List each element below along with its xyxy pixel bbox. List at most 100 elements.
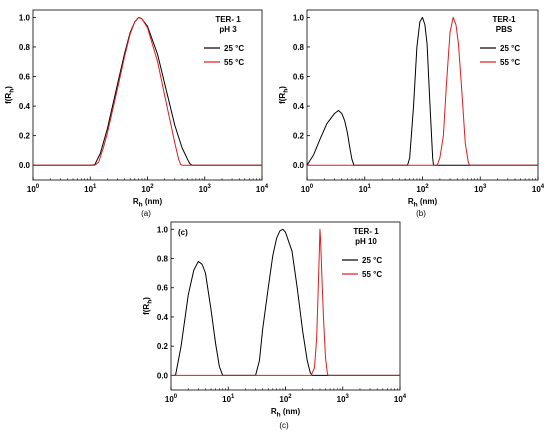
y-axis-title-main: f(R: [4, 93, 13, 104]
y-tick-label: 1.0: [19, 13, 31, 22]
x-tick-label: 101: [84, 184, 97, 194]
x-axis-title-unit: (nm): [143, 197, 163, 206]
y-tick-label: 1.0: [157, 225, 169, 234]
x-tick-exponent: 2: [425, 184, 429, 190]
y-tick-label: 1.0: [293, 13, 305, 22]
x-tick-label: 103: [337, 394, 350, 404]
x-tick-label: 101: [222, 394, 235, 404]
x-axis-title: Rh (nm): [408, 197, 438, 209]
x-tick-label: 104: [394, 394, 407, 404]
x-tick-exponent: 3: [208, 184, 212, 190]
x-tick-label: 104: [256, 184, 269, 194]
x-axis-title-subscript: h: [139, 202, 143, 209]
x-tick-label: 100: [165, 394, 178, 404]
series-line-25C: [33, 16, 262, 166]
y-tick-label: 0.4: [293, 102, 305, 111]
y-axis-title: f(Rh): [4, 86, 16, 104]
x-tick-exponent: 0: [36, 184, 40, 190]
y-tick-label: 0.8: [19, 43, 31, 52]
x-axis-title-main: R: [133, 197, 139, 206]
x-axis-title-main: R: [408, 197, 414, 206]
legend-label: 55 °C: [362, 270, 382, 279]
x-tick-label: 101: [359, 184, 372, 194]
x-tick-exponent: 1: [93, 184, 97, 190]
sample-label: TER- 1: [215, 15, 241, 24]
series-line-55C: [307, 16, 538, 166]
x-tick-label: 103: [474, 184, 487, 194]
x-tick-exponent: 0: [310, 184, 314, 190]
legend-label: 25 °C: [224, 44, 244, 53]
x-tick-label: 102: [141, 184, 154, 194]
x-tick-base: 10: [394, 395, 403, 404]
x-tick-exponent: 0: [174, 394, 178, 400]
x-tick-exponent: 2: [288, 394, 292, 400]
y-axis-title-main: f(R: [142, 304, 151, 315]
y-tick-label: 0.8: [157, 255, 169, 264]
y-tick-label: 0.0: [293, 161, 305, 170]
sample-label: TER-1: [492, 15, 516, 24]
y-tick-label: 0.6: [293, 73, 305, 82]
x-tick-label: 104: [532, 184, 545, 194]
x-tick-exponent: 2: [150, 184, 154, 190]
x-tick-exponent: 4: [403, 394, 407, 400]
x-tick-label: 100: [27, 184, 40, 194]
legend-label: 55 °C: [224, 58, 244, 67]
y-tick-label: 0.2: [19, 132, 31, 141]
y-tick-label: 0.8: [293, 43, 305, 52]
y-tick-label: 0.2: [293, 132, 305, 141]
x-tick-label: 102: [416, 184, 429, 194]
y-axis-title-subscript: h: [283, 89, 290, 93]
legend-label: 25 °C: [362, 256, 382, 265]
y-tick-label: 0.0: [157, 371, 169, 380]
y-tick-label: 0.0: [19, 161, 31, 170]
x-axis-title: Rh (nm): [271, 407, 301, 419]
y-axis-title: f(Rh): [142, 297, 154, 315]
x-tick-base: 10: [416, 185, 425, 194]
x-tick-label: 102: [279, 394, 292, 404]
inner-panel-label: (c): [178, 228, 188, 237]
panel-caption: (b): [416, 209, 426, 218]
series-line-25C: [306, 16, 538, 166]
series-line-55C: [33, 16, 262, 166]
x-tick-base: 10: [532, 185, 541, 194]
x-tick-label: 103: [199, 184, 212, 194]
sample-label: TER- 1: [353, 227, 379, 236]
x-tick-exponent: 3: [346, 394, 350, 400]
x-tick-base: 10: [279, 395, 288, 404]
x-tick-base: 10: [474, 185, 483, 194]
x-tick-base: 10: [256, 185, 265, 194]
sample-label: pH 10: [355, 237, 377, 246]
x-tick-exponent: 1: [231, 394, 235, 400]
y-tick-label: 0.6: [19, 73, 31, 82]
x-axis-title-unit: (nm): [418, 197, 438, 206]
y-axis-title-subscript: h: [9, 89, 16, 93]
x-axis-title-subscript: h: [414, 202, 418, 209]
y-axis-title: f(Rh): [278, 86, 290, 104]
y-axis-title-main: f(R: [278, 93, 287, 104]
x-tick-base: 10: [84, 185, 93, 194]
x-axis-title-subscript: h: [277, 412, 281, 419]
y-tick-label: 0.6: [157, 284, 169, 293]
x-tick-base: 10: [222, 395, 231, 404]
y-axis-title-close: ): [142, 297, 151, 300]
y-axis-title-close: ): [278, 86, 287, 89]
x-tick-base: 10: [359, 185, 368, 194]
legend-label: 25 °C: [500, 44, 520, 53]
y-tick-label: 0.2: [157, 342, 169, 351]
y-axis-title-close: ): [4, 86, 13, 89]
series-line-55C: [171, 228, 400, 376]
panel-caption: (c): [279, 421, 289, 430]
panel-caption: (a): [141, 209, 151, 218]
x-tick-exponent: 1: [368, 184, 372, 190]
x-axis-title: Rh (nm): [133, 197, 163, 209]
x-tick-base: 10: [301, 185, 310, 194]
plot-frame: [306, 9, 539, 181]
x-tick-exponent: 4: [541, 184, 545, 190]
x-axis-title-main: R: [271, 407, 277, 416]
series-line-25C: [171, 228, 400, 376]
y-tick-label: 0.4: [19, 102, 31, 111]
x-tick-base: 10: [337, 395, 346, 404]
